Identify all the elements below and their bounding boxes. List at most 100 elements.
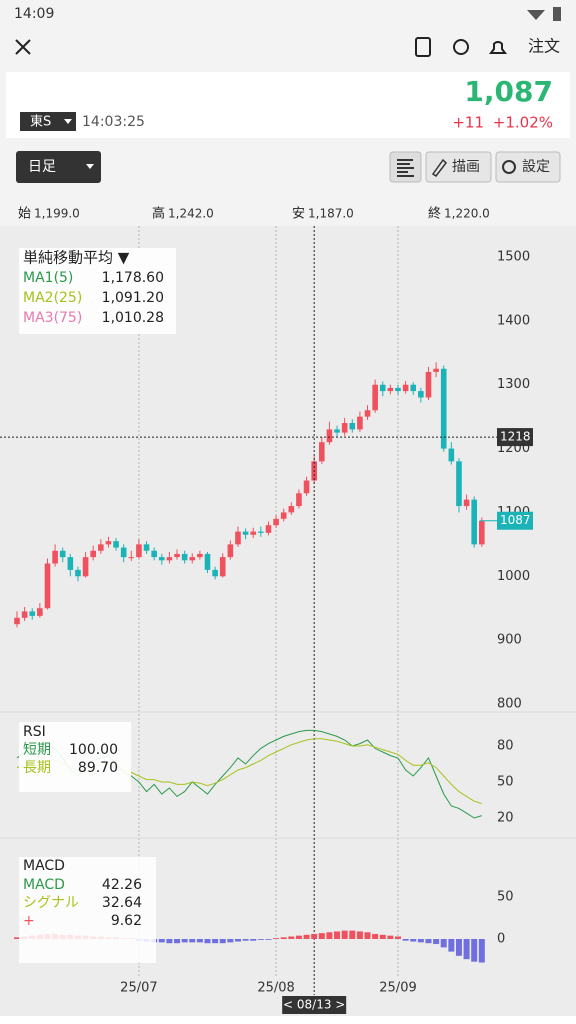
y-tick-label: 900 [497,633,522,648]
quote-card [6,72,570,138]
candle-body [440,368,447,449]
candle-body [250,531,257,535]
ohlc-label: 終 [428,206,441,222]
candle-body [242,531,249,535]
macd-bar [265,939,272,940]
macd-bar [463,939,470,960]
candle-body [280,512,287,519]
macd-bar [174,939,181,944]
candle-body [29,611,36,616]
candle-body [158,557,165,561]
crosshair-date: < 08/13 > [283,998,345,1012]
quote-time: 14:03:25 [82,114,145,130]
period: 日足 [28,159,56,175]
price: 1,087 [464,75,553,108]
candle-body [181,553,188,561]
candle-body [349,423,356,430]
candle-body [319,442,325,462]
candle-body [67,557,74,570]
candle-body [463,499,470,507]
macd-bar [257,939,264,940]
candle-body [52,550,58,564]
macd-value: 42.26 [102,877,142,893]
macd-bar [372,933,379,939]
candle-body [227,544,234,558]
y-tick-label: 800 [497,697,522,712]
rsi-value: 89.70 [78,760,118,776]
macd-bar [158,939,165,943]
candle-body [364,410,371,417]
y-tick-label: 1300 [497,377,530,392]
macd-bar [280,937,287,939]
ma-legend-title: 単純移動平均 ▼ [23,249,130,267]
candle-body [90,550,96,558]
macd-bar [433,939,440,945]
ohlc-label: 安 [292,207,305,222]
candle-body [471,499,477,545]
macd-bar [234,939,241,942]
macd-bar [349,930,356,939]
candle-body [448,448,455,462]
x-tick-label: 25/08 [257,981,294,996]
candle-body [197,553,203,558]
ma-name: MA3(75) [23,310,82,326]
ma-value: 1,010.28 [102,310,164,326]
ticker-badge[interactable] [20,112,76,131]
candle-body [303,480,310,494]
macd-bar [273,938,280,939]
crosshair-tag [497,428,533,447]
macd-bar [448,939,455,952]
candle-body [174,553,180,558]
ohlc-value: 1,187.0 [308,207,354,221]
rsi-tick-label: 80 [497,739,514,754]
memo-button[interactable] [415,37,431,57]
candle-body [387,387,394,392]
macd-bar [364,932,371,939]
macd-bar [166,939,173,944]
macd-bar [196,939,203,943]
candle-body [75,569,81,577]
candle-body [212,569,218,577]
crosshair-value: 1218 [500,430,531,444]
candle-body [136,544,142,558]
candle-body [21,611,28,618]
rsi-name: 短期 [23,742,51,758]
candle-body [44,563,51,609]
macd-bar [250,939,257,941]
macd-bar [440,939,447,948]
candle-body [334,429,340,433]
draw-button[interactable] [425,151,492,183]
candle-body [105,541,112,545]
draw-icon [431,158,447,178]
macd-name: シグナル [23,895,79,911]
candle-body [296,493,302,507]
candle-body [357,416,363,430]
refresh-button[interactable] [453,39,469,55]
candle-body [418,391,424,398]
macd-bar [341,930,348,939]
macd-value: 9.62 [111,913,142,929]
order-button[interactable]: 注文 [528,37,560,56]
settings-button[interactable] [495,151,561,183]
alert-button[interactable] [489,41,507,54]
candle-body [14,617,20,625]
period-select[interactable] [16,151,101,183]
y-tick-label: 1000 [497,569,530,584]
candle-body [425,371,432,398]
macd-name: + [23,913,35,929]
macd-bar [295,935,302,939]
candle-body [273,518,279,526]
candle-body [166,557,173,561]
macd-bar [318,933,325,939]
macd-bar [227,939,234,943]
wifi-icon [527,10,545,20]
x-tick-label: 25/09 [379,981,416,996]
macd-bar [395,936,401,939]
close-button[interactable] [15,39,31,55]
macd-bar [14,937,20,939]
ohlc-label: 高 [152,206,165,222]
last-price-tag [497,511,533,530]
macd-bar [189,939,196,943]
macd-bar [387,935,394,939]
ma-value: 1,091.20 [102,290,164,306]
